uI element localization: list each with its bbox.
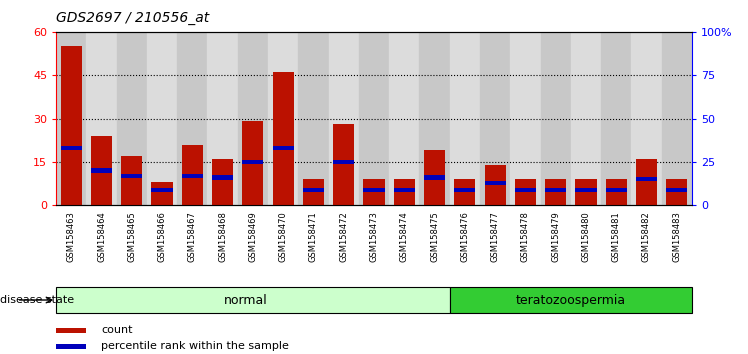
Bar bbox=[177, 32, 207, 205]
Bar bbox=[182, 174, 203, 178]
Bar bbox=[328, 32, 359, 205]
Bar bbox=[121, 156, 142, 205]
Bar bbox=[424, 175, 445, 180]
Bar bbox=[575, 179, 596, 205]
Bar bbox=[662, 32, 692, 205]
Bar bbox=[182, 144, 203, 205]
Text: disease state: disease state bbox=[0, 295, 74, 305]
Bar bbox=[545, 188, 566, 192]
Bar bbox=[424, 150, 445, 205]
Bar bbox=[151, 188, 173, 192]
Bar bbox=[151, 182, 173, 205]
Bar bbox=[420, 32, 450, 205]
Bar bbox=[666, 188, 687, 192]
Bar bbox=[91, 136, 112, 205]
Bar bbox=[333, 124, 355, 205]
Bar bbox=[272, 146, 294, 150]
Bar bbox=[480, 32, 510, 205]
Bar bbox=[636, 159, 657, 205]
Bar bbox=[393, 179, 415, 205]
Bar bbox=[298, 32, 328, 205]
Bar bbox=[571, 32, 601, 205]
Bar bbox=[364, 179, 384, 205]
Bar bbox=[56, 287, 450, 313]
Bar bbox=[393, 188, 415, 192]
Bar bbox=[117, 32, 147, 205]
Bar bbox=[636, 177, 657, 182]
Bar bbox=[121, 174, 142, 178]
Bar bbox=[303, 188, 324, 192]
Bar bbox=[147, 32, 177, 205]
Bar bbox=[575, 188, 596, 192]
Text: count: count bbox=[101, 325, 132, 335]
Bar bbox=[61, 146, 82, 150]
Bar bbox=[389, 32, 420, 205]
Text: teratozoospermia: teratozoospermia bbox=[515, 293, 626, 307]
Text: normal: normal bbox=[224, 293, 267, 307]
Bar bbox=[601, 32, 631, 205]
Bar bbox=[238, 32, 268, 205]
Bar bbox=[631, 32, 662, 205]
Bar bbox=[454, 188, 476, 192]
Bar bbox=[333, 160, 355, 164]
Bar bbox=[359, 32, 389, 205]
Bar bbox=[666, 179, 687, 205]
Bar bbox=[86, 32, 117, 205]
Text: percentile rank within the sample: percentile rank within the sample bbox=[101, 341, 289, 351]
Bar bbox=[541, 32, 571, 205]
Bar bbox=[606, 188, 627, 192]
Bar bbox=[454, 179, 476, 205]
Bar bbox=[91, 169, 112, 173]
Bar bbox=[212, 159, 233, 205]
Bar bbox=[212, 175, 233, 180]
Bar bbox=[56, 32, 86, 205]
Bar bbox=[268, 32, 298, 205]
Bar bbox=[515, 179, 536, 205]
Bar bbox=[485, 165, 506, 205]
Bar bbox=[545, 179, 566, 205]
Bar bbox=[61, 46, 82, 205]
Bar bbox=[242, 121, 263, 205]
Text: GDS2697 / 210556_at: GDS2697 / 210556_at bbox=[56, 11, 209, 25]
Bar bbox=[485, 181, 506, 185]
Bar bbox=[606, 179, 627, 205]
Bar bbox=[56, 344, 86, 349]
Bar bbox=[207, 32, 238, 205]
Bar bbox=[515, 188, 536, 192]
Bar bbox=[364, 188, 384, 192]
Bar bbox=[450, 287, 692, 313]
Bar bbox=[56, 329, 86, 333]
Bar bbox=[510, 32, 541, 205]
Bar bbox=[242, 160, 263, 164]
Bar bbox=[303, 179, 324, 205]
Bar bbox=[272, 72, 294, 205]
Bar bbox=[450, 32, 480, 205]
